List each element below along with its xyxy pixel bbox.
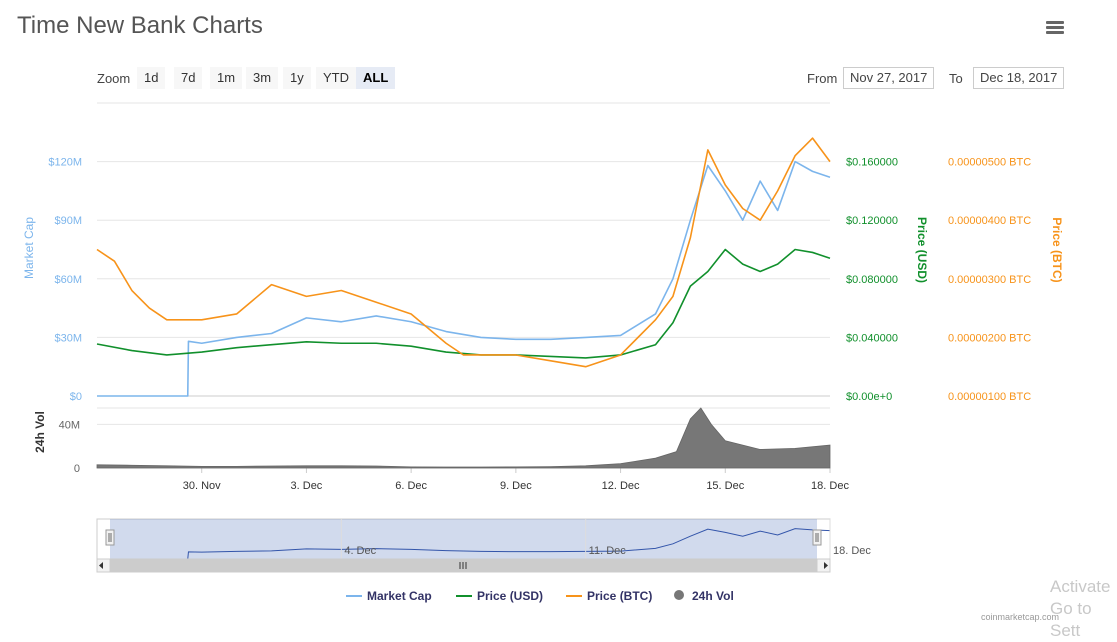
series-line-market-cap [97, 160, 831, 397]
to-date-input[interactable]: Dec 18, 2017 [973, 67, 1065, 89]
navigator-background [96, 518, 831, 560]
price-btc-tick-label: 0.00000400 BTC [948, 215, 1031, 227]
scroll-right-arrow-icon[interactable] [824, 562, 828, 569]
zoom-ytd-button[interactable]: YTD [316, 67, 356, 89]
zoom-1y-button[interactable]: 1y [283, 67, 311, 89]
from-label: From [807, 71, 838, 86]
navigator-tick-label: 4. Dec [344, 545, 376, 557]
series-line-price-usd [96, 248, 831, 359]
volume-area [96, 407, 831, 469]
x-tick-label: 30. Nov [183, 480, 221, 492]
scroll-left-arrow-icon[interactable] [99, 562, 103, 569]
zoom-all-button[interactable]: ALL [356, 67, 396, 89]
chart-title: Time New Bank Charts [17, 12, 263, 39]
volume-tick-label: 0 [74, 463, 80, 475]
legend-symbol-24h-vol [674, 590, 684, 600]
x-tick-label: 3. Dec [291, 480, 323, 492]
x-tick-label: 12. Dec [602, 480, 640, 492]
navigator-series-line [97, 528, 831, 560]
market-cap-tick-label: $60M [54, 274, 82, 286]
zoom-label: Zoom [97, 71, 131, 86]
price-usd-tick-label: $0.040000 [846, 332, 898, 344]
legend-item-market-cap[interactable]: Market Cap [367, 589, 432, 603]
legend-item-price-usd[interactable]: Price (USD) [477, 589, 543, 603]
credit-link[interactable]: coinmarketcap.com [981, 612, 1060, 622]
series-line-price-btc [96, 137, 831, 368]
navigator-selection [110, 519, 817, 559]
x-tick-label: 15. Dec [706, 480, 744, 492]
x-tick-label: 9. Dec [500, 480, 532, 492]
price-usd-tick-label: $0.00e+0 [846, 391, 892, 403]
zoom-3m-button[interactable]: 3m [246, 67, 279, 89]
watermark-line-2: Go to Sett [1050, 599, 1092, 640]
legend-item-price-btc[interactable]: Price (BTC) [587, 589, 652, 603]
price-btc-tick-label: 0.00000500 BTC [948, 157, 1031, 169]
x-tick-label: 18. Dec [811, 480, 849, 492]
to-label: To [949, 71, 963, 86]
price-btc-tick-label: 0.00000300 BTC [948, 274, 1031, 286]
volume-axis-title: 24h Vol [33, 411, 47, 453]
market-cap-tick-label: $90M [54, 215, 82, 227]
navigator-right-handle[interactable] [812, 529, 822, 546]
price-usd-tick-label: $0.120000 [846, 215, 898, 227]
scrollbar-grip-icon [459, 562, 467, 569]
market-cap-tick-label: $30M [54, 332, 82, 344]
market-cap-tick-label: $0 [70, 391, 82, 403]
price-btc-tick-label: 0.00000200 BTC [948, 332, 1031, 344]
zoom-1d-button[interactable]: 1d [137, 67, 166, 89]
windows-activation-watermark: Activate Go to Sett [1050, 576, 1117, 642]
price-chart: $0 $30M $60M $90M $120M Market Cap $0.00e+0 $0.… [22, 102, 1064, 603]
from-date-input[interactable]: Nov 27, 2017 [843, 67, 935, 89]
volume-tick-label: 40M [59, 419, 80, 431]
x-tick-label: 6. Dec [395, 480, 427, 492]
watermark-line-1: Activate [1050, 577, 1111, 596]
price-btc-axis-title: Price (BTC) [1050, 217, 1064, 282]
navigator-tick-label: 11. Dec [589, 545, 627, 557]
zoom-7d-button[interactable]: 7d [174, 67, 203, 89]
price-usd-tick-label: $0.160000 [846, 157, 898, 169]
navigator-left-handle[interactable] [105, 529, 115, 546]
market-cap-axis-title: Market Cap [22, 217, 36, 279]
hamburger-menu-icon[interactable] [1046, 21, 1064, 35]
market-cap-tick-label: $120M [48, 157, 82, 169]
price-usd-axis-title: Price (USD) [915, 217, 929, 283]
price-usd-tick-label: $0.080000 [846, 274, 898, 286]
zoom-1m-button[interactable]: 1m [210, 67, 243, 89]
legend-item-24h-vol[interactable]: 24h Vol [692, 589, 734, 603]
price-btc-tick-label: 0.00000100 BTC [948, 391, 1031, 403]
navigator-tick-label: 18. Dec [833, 545, 871, 557]
